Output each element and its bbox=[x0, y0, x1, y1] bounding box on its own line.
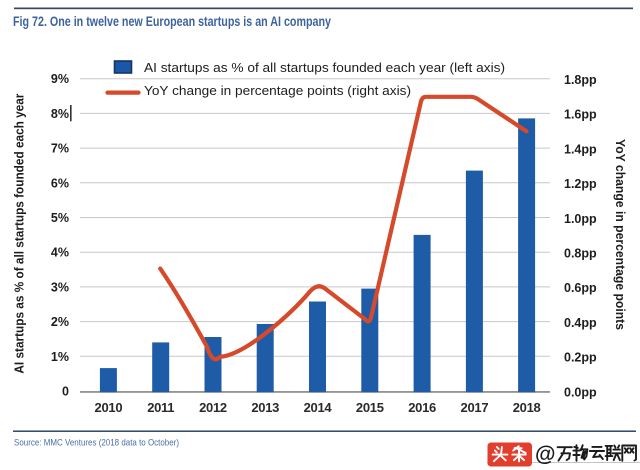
svg-text:2012: 2012 bbox=[199, 400, 227, 415]
svg-text:0: 0 bbox=[62, 385, 69, 399]
svg-text:2011: 2011 bbox=[147, 400, 174, 415]
svg-text:8%: 8% bbox=[51, 107, 69, 121]
svg-text:Fig 72. One in twelve new Euro: Fig 72. One in twelve new European start… bbox=[13, 13, 331, 29]
svg-text:AI startups as % of all startu: AI startups as % of all startups founded… bbox=[13, 93, 27, 373]
svg-text:7%: 7% bbox=[51, 142, 69, 156]
svg-text:4%: 4% bbox=[51, 246, 69, 260]
svg-text:0.4pp: 0.4pp bbox=[564, 316, 597, 330]
svg-text:1.6pp: 1.6pp bbox=[564, 108, 597, 122]
svg-text:1.2pp: 1.2pp bbox=[564, 177, 597, 191]
svg-text:1.0pp: 1.0pp bbox=[564, 212, 597, 226]
svg-text:6%: 6% bbox=[51, 176, 69, 190]
svg-text:2018: 2018 bbox=[513, 400, 541, 415]
svg-text:2015: 2015 bbox=[356, 400, 384, 415]
svg-text:1.8pp: 1.8pp bbox=[564, 73, 597, 87]
svg-text:1.4pp: 1.4pp bbox=[564, 142, 597, 156]
svg-text:3%: 3% bbox=[51, 280, 69, 294]
svg-text:0.8pp: 0.8pp bbox=[564, 247, 597, 261]
svg-text:9%: 9% bbox=[51, 72, 69, 86]
svg-text:2017: 2017 bbox=[461, 400, 489, 415]
svg-text:5%: 5% bbox=[51, 211, 69, 225]
svg-text:2%: 2% bbox=[51, 315, 69, 329]
svg-text:Source: MMC Ventures (2018 dat: Source: MMC Ventures (2018 data to Octob… bbox=[14, 438, 179, 449]
svg-text:AI startups as % of all startu: AI startups as % of all startups founded… bbox=[144, 61, 505, 75]
svg-text:0.2pp: 0.2pp bbox=[564, 351, 597, 365]
svg-text:@: @ bbox=[535, 443, 555, 466]
svg-text:0.0pp: 0.0pp bbox=[564, 385, 597, 399]
svg-text:2010: 2010 bbox=[95, 400, 123, 415]
svg-text:2014: 2014 bbox=[304, 400, 333, 415]
svg-text:YoY change in percentage point: YoY change in percentage points (right a… bbox=[144, 84, 411, 98]
svg-text:0.6pp: 0.6pp bbox=[564, 281, 597, 295]
svg-text:2016: 2016 bbox=[408, 400, 436, 415]
svg-text:1%: 1% bbox=[51, 350, 69, 364]
svg-text:YoY change in percentage point: YoY change in percentage points bbox=[613, 139, 627, 330]
svg-text:2013: 2013 bbox=[251, 400, 279, 415]
